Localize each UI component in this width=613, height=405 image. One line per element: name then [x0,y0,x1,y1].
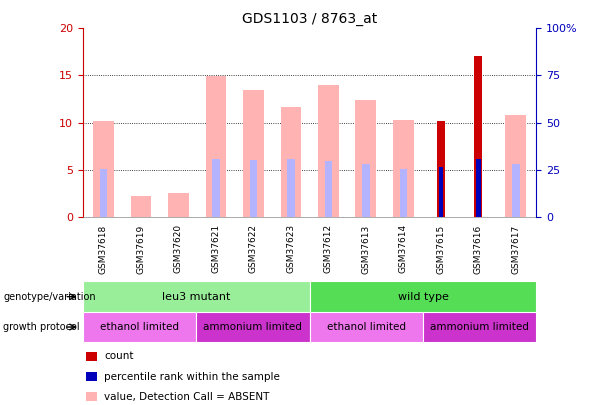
Text: wild type: wild type [398,292,448,302]
Bar [287,159,295,217]
Bar [249,160,257,217]
Bar [400,168,407,217]
Bar [324,161,332,217]
Bar [362,164,370,217]
Bar [512,164,519,217]
Text: leu3 mutant: leu3 mutant [162,292,230,302]
Bar [506,115,526,217]
Text: percentile rank within the sample: percentile rank within the sample [104,372,280,382]
Bar [476,159,481,217]
Bar [281,107,301,217]
Bar [310,312,423,342]
Bar [438,167,443,217]
Bar [243,90,264,217]
Bar [318,85,338,217]
Bar [83,281,310,312]
Text: ammonium limited: ammonium limited [430,322,529,332]
Bar [168,193,189,217]
Text: ammonium limited: ammonium limited [204,322,302,332]
Bar [474,55,482,217]
Bar [310,281,536,312]
Bar [423,312,536,342]
Bar [93,121,113,217]
Bar [196,312,310,342]
Bar [356,100,376,217]
Text: count: count [104,352,134,361]
Bar [212,159,219,217]
Bar [131,196,151,217]
Bar [393,120,414,217]
Text: ethanol limited: ethanol limited [100,322,179,332]
Text: genotype/variation: genotype/variation [3,292,96,302]
Bar [100,168,107,217]
Bar [83,312,196,342]
Text: growth protocol: growth protocol [3,322,80,332]
Bar [436,121,445,217]
Text: ethanol limited: ethanol limited [327,322,406,332]
Text: value, Detection Call = ABSENT: value, Detection Call = ABSENT [104,392,270,402]
Title: GDS1103 / 8763_at: GDS1103 / 8763_at [242,12,377,26]
Bar [205,77,226,217]
